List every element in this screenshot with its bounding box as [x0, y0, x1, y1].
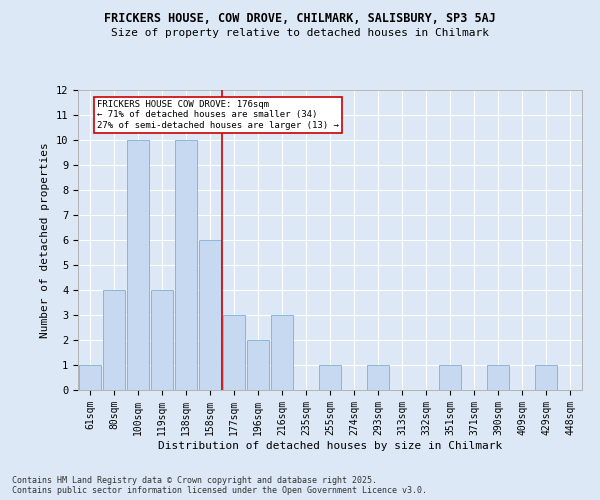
Bar: [319, 365, 341, 390]
Bar: [367, 365, 389, 390]
Bar: [175, 140, 197, 390]
Bar: [151, 290, 173, 390]
Text: Contains HM Land Registry data © Crown copyright and database right 2025.
Contai: Contains HM Land Registry data © Crown c…: [12, 476, 427, 495]
Text: FRICKERS HOUSE COW DROVE: 176sqm
← 71% of detached houses are smaller (34)
27% o: FRICKERS HOUSE COW DROVE: 176sqm ← 71% o…: [97, 100, 339, 130]
X-axis label: Distribution of detached houses by size in Chilmark: Distribution of detached houses by size …: [158, 440, 502, 450]
Bar: [127, 140, 149, 390]
Bar: [439, 365, 461, 390]
Bar: [199, 240, 221, 390]
Y-axis label: Number of detached properties: Number of detached properties: [40, 142, 50, 338]
Bar: [223, 315, 245, 390]
Bar: [535, 365, 557, 390]
Bar: [247, 340, 269, 390]
Bar: [271, 315, 293, 390]
Bar: [103, 290, 125, 390]
Bar: [79, 365, 101, 390]
Text: Size of property relative to detached houses in Chilmark: Size of property relative to detached ho…: [111, 28, 489, 38]
Text: FRICKERS HOUSE, COW DROVE, CHILMARK, SALISBURY, SP3 5AJ: FRICKERS HOUSE, COW DROVE, CHILMARK, SAL…: [104, 12, 496, 26]
Bar: [487, 365, 509, 390]
